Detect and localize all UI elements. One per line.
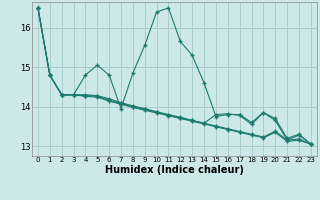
X-axis label: Humidex (Indice chaleur): Humidex (Indice chaleur) xyxy=(105,165,244,175)
